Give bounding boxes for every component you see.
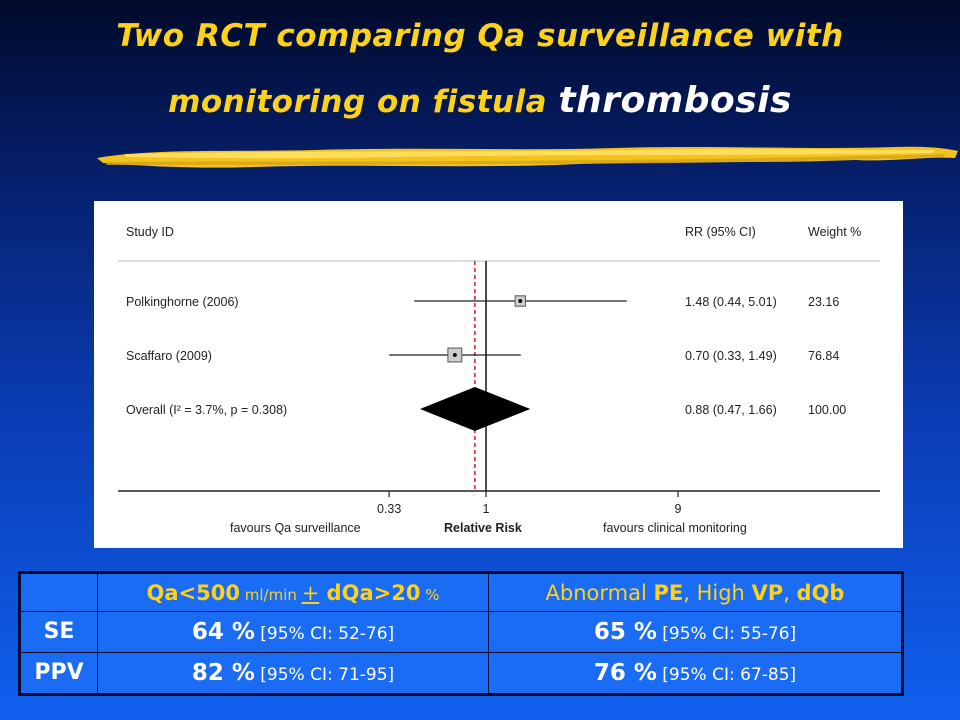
study-rr-text: 1.48 (0.44, 5.01) xyxy=(685,295,777,309)
header-qa-criteria: Qa<500 ml/min + dQa>20 % xyxy=(97,571,489,613)
header-study: Study ID xyxy=(126,225,174,239)
header-rr: RR (95% CI) xyxy=(685,225,756,239)
title-emphasis: thrombosis xyxy=(558,80,792,121)
overall-diamond xyxy=(420,387,531,431)
overall-weight-text: 100.00 xyxy=(808,403,846,417)
clin-text-a: Abnormal xyxy=(545,580,654,605)
value-ci: [95% CI: 55-76] xyxy=(656,623,797,644)
qa-unit: ml/min xyxy=(239,585,302,604)
favours-left-label: favours Qa surveillance xyxy=(230,521,361,535)
cell-value: 82 % [95% CI: 71-95] xyxy=(97,651,489,696)
dqa-threshold: dQa>20 xyxy=(319,580,421,605)
point-estimate xyxy=(452,353,457,357)
performance-table: Qa<500 ml/min + dQa>20 % Abnormal PE, Hi… xyxy=(18,571,904,696)
forest-plot-panel: Study ID RR (95% CI) Weight % Polkinghor… xyxy=(94,201,903,548)
table-header-row: Qa<500 ml/min + dQa>20 % Abnormal PE, Hi… xyxy=(19,571,903,613)
study-name: Scaffaro (2009) xyxy=(126,349,212,363)
brush-stroke-divider xyxy=(97,146,958,168)
value-ci: [95% CI: 71-95] xyxy=(254,664,395,685)
clin-text-e: , xyxy=(783,580,797,605)
study-weight-text: 76.84 xyxy=(808,349,839,363)
study-weight-text: 23.16 xyxy=(808,295,839,309)
clin-vp: VP xyxy=(751,580,784,605)
clin-dqb: dQb xyxy=(796,580,845,605)
forest-plot: Study ID RR (95% CI) Weight % Polkinghor… xyxy=(118,225,880,535)
study-name: Polkinghorne (2006) xyxy=(126,295,239,309)
overall-name: Overall (I² = 3.7%, p = 0.308) xyxy=(126,403,287,417)
overall-rr-text: 0.88 (0.47, 1.66) xyxy=(685,403,777,417)
value-main: 82 % xyxy=(191,659,255,686)
cell-value: 64 % [95% CI: 52-76] xyxy=(97,611,489,653)
x-tick-label: 9 xyxy=(675,502,682,516)
clin-pe: PE xyxy=(653,580,684,605)
value-ci: [95% CI: 52-76] xyxy=(254,623,395,644)
x-tick-label: 1 xyxy=(483,502,490,516)
qa-threshold: Qa<500 xyxy=(146,580,240,605)
point-estimate xyxy=(518,299,523,303)
table-row: SE 64 % [95% CI: 52-76] 65 % [95% CI: 55… xyxy=(19,611,903,653)
title-line2-text: monitoring on fistula xyxy=(168,84,559,120)
x-axis-title: Relative Risk xyxy=(444,521,522,535)
slide-title-line2: monitoring on fistula thrombosis xyxy=(0,80,960,121)
header-weight: Weight % xyxy=(808,225,861,239)
favours-right-label: favours clinical monitoring xyxy=(603,521,747,535)
value-ci: [95% CI: 67-85] xyxy=(656,664,797,685)
slide-title-line1: Two RCT comparing Qa surveillance with xyxy=(116,18,844,54)
cell-value: 76 % [95% CI: 67-85] xyxy=(488,651,903,696)
clin-text-c: , High xyxy=(683,580,752,605)
dqa-unit: % xyxy=(420,585,440,604)
x-tick-label: 0.33 xyxy=(377,502,401,516)
study-rr-text: 0.70 (0.33, 1.49) xyxy=(685,349,777,363)
plus-minus-sign: + xyxy=(301,580,320,605)
value-main: 76 % xyxy=(593,659,657,686)
row-label: SE xyxy=(19,611,98,653)
table-row: PPV 82 % [95% CI: 71-95] 76 % [95% CI: 6… xyxy=(19,651,903,696)
value-main: 65 % xyxy=(593,618,657,645)
header-clinical-criteria: Abnormal PE, High VP, dQb xyxy=(488,571,903,613)
row-label: PPV xyxy=(19,651,98,696)
cell-value: 65 % [95% CI: 55-76] xyxy=(488,611,903,653)
table-corner-cell xyxy=(19,571,98,613)
value-main: 64 % xyxy=(191,618,255,645)
